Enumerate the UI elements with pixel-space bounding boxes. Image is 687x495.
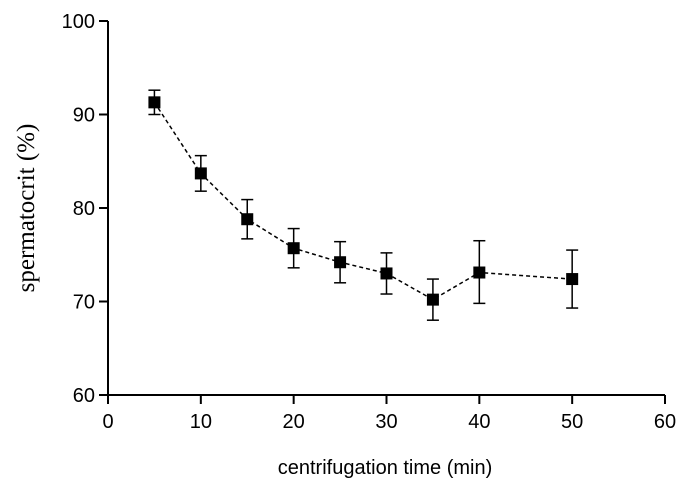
y-tick-label: 80 xyxy=(73,198,95,220)
y-tick-label: 90 xyxy=(73,105,95,127)
x-tick-label: 40 xyxy=(468,411,490,433)
data-point xyxy=(473,266,486,279)
y-axis: 60 70 80 90 100 xyxy=(62,11,109,407)
data-point xyxy=(287,242,300,255)
y-tick-label: 100 xyxy=(62,11,95,33)
y-tick-label: 70 xyxy=(73,292,95,314)
y-tick-label: 60 xyxy=(73,385,95,407)
plot-area xyxy=(148,89,579,321)
x-axis-label: centrifugation time (min) xyxy=(278,457,493,479)
data-point xyxy=(380,267,393,280)
x-tick-label: 0 xyxy=(102,411,113,433)
data-point xyxy=(148,96,161,109)
x-tick-label: 30 xyxy=(375,411,397,433)
x-tick-label: 60 xyxy=(654,411,676,433)
x-tick-label: 20 xyxy=(283,411,305,433)
data-point xyxy=(566,273,579,286)
data-point xyxy=(426,293,439,306)
data-point xyxy=(241,213,254,226)
data-point xyxy=(194,167,207,180)
series-line xyxy=(153,101,573,301)
x-tick-label: 50 xyxy=(561,411,583,433)
x-tick-label: 10 xyxy=(190,411,212,433)
x-axis: 0 10 20 30 40 50 60 xyxy=(102,394,676,433)
data-point xyxy=(334,256,347,269)
y-axis-label: spermatocrit (%) xyxy=(13,124,40,293)
